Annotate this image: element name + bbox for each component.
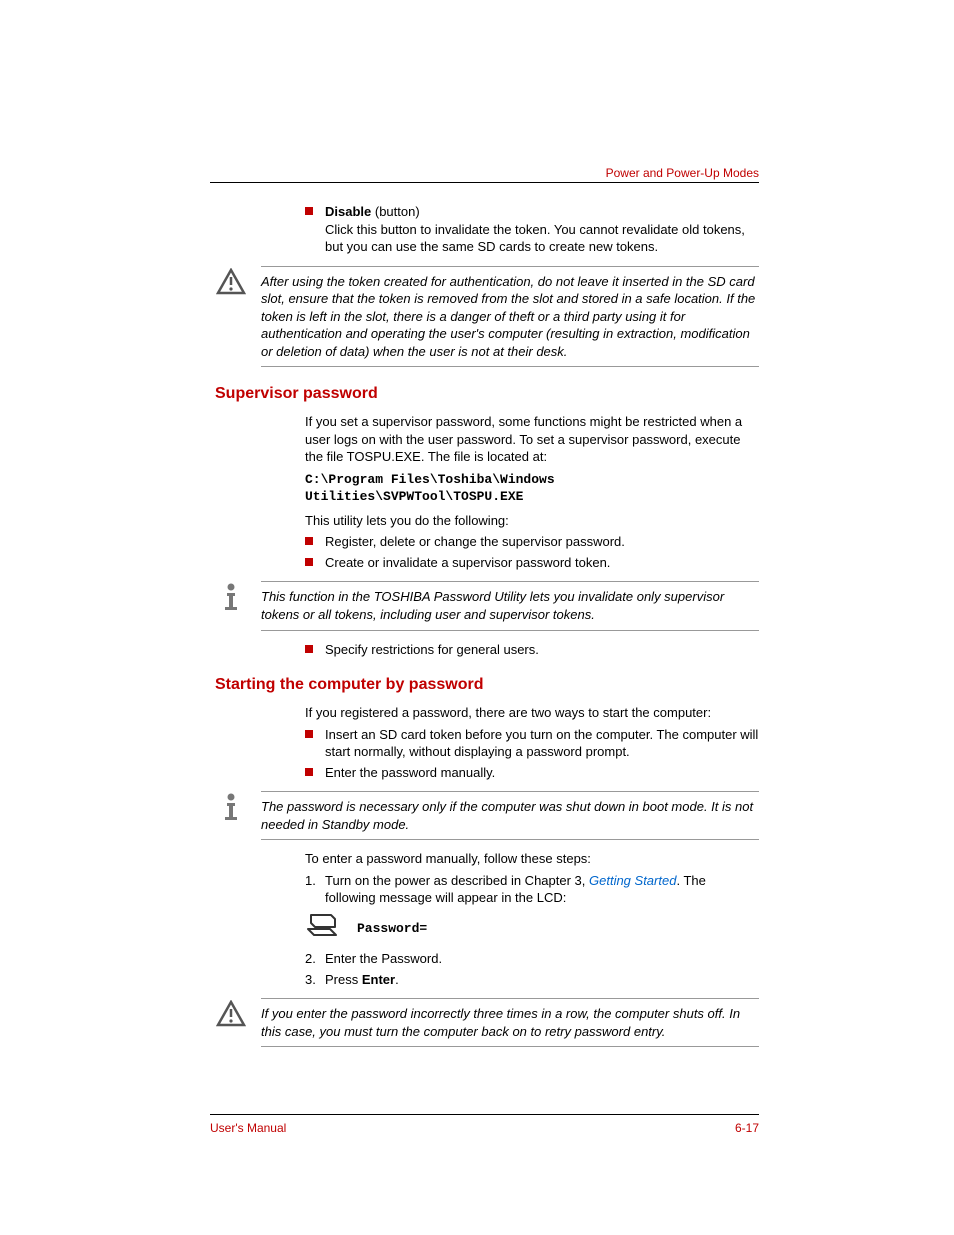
sup-bullet-2-text: Create or invalidate a supervisor passwo…	[325, 554, 610, 572]
info-1-text: This function in the TOSHIBA Password Ut…	[261, 581, 759, 630]
start-p2: To enter a password manually, follow the…	[305, 850, 759, 868]
supervisor-p2: This utility lets you do the following:	[305, 512, 759, 530]
sup-bullet-3: Specify restrictions for general users.	[305, 641, 759, 659]
square-bullet-icon	[305, 730, 313, 738]
info-2-text: The password is necessary only if the co…	[261, 791, 759, 840]
step-1-a: Turn on the power as described in Chapte…	[325, 873, 589, 888]
laptop-icon	[305, 913, 339, 944]
step-3-a: Press	[325, 972, 362, 987]
step-2: 2. Enter the Password.	[305, 950, 759, 968]
warning-box-2: If you enter the password incorrectly th…	[215, 998, 759, 1047]
sup-bullet-1-text: Register, delete or change the superviso…	[325, 533, 625, 551]
header-section-title: Power and Power-Up Modes	[606, 166, 759, 180]
warning-1-text: After using the token created for authen…	[261, 266, 759, 368]
header-rule	[210, 182, 759, 183]
footer-left: User's Manual	[210, 1121, 286, 1135]
step-3: 3. Press Enter.	[305, 971, 759, 989]
start-bullet-2-text: Enter the password manually.	[325, 764, 495, 782]
step-1: 1. Turn on the power as described in Cha…	[305, 872, 759, 907]
footer-right: 6-17	[735, 1121, 759, 1135]
heading-supervisor-password: Supervisor password	[215, 385, 759, 403]
step-2-num: 2.	[305, 950, 325, 968]
start-bullet-1: Insert an SD card token before you turn …	[305, 726, 759, 761]
step-3-num: 3.	[305, 971, 325, 989]
disable-label-bold: Disable	[325, 204, 371, 219]
square-bullet-icon	[305, 207, 313, 215]
start-bullet-1-text: Insert an SD card token before you turn …	[325, 726, 759, 761]
square-bullet-icon	[305, 645, 313, 653]
page-content: Disable (button) Click this button to in…	[260, 200, 759, 1057]
step-2-text: Enter the Password.	[325, 950, 442, 968]
password-prompt-text: Password=	[357, 921, 427, 936]
start-bullet-2: Enter the password manually.	[305, 764, 759, 782]
disable-label-rest: (button)	[371, 204, 419, 219]
supervisor-p1: If you set a supervisor password, some f…	[305, 413, 759, 466]
warning-box-1: After using the token created for authen…	[215, 266, 759, 368]
step-3-c: .	[395, 972, 399, 987]
start-p1: If you registered a password, there are …	[305, 704, 759, 722]
sup-bullet-1: Register, delete or change the superviso…	[305, 533, 759, 551]
square-bullet-icon	[305, 768, 313, 776]
heading-starting-computer: Starting the computer by password	[215, 676, 759, 694]
step-1-num: 1.	[305, 872, 325, 907]
warning-2-text: If you enter the password incorrectly th…	[261, 998, 759, 1047]
password-prompt-row: Password=	[305, 913, 759, 944]
info-box-1: This function in the TOSHIBA Password Ut…	[215, 581, 759, 630]
square-bullet-icon	[305, 537, 313, 545]
info-box-2: The password is necessary only if the co…	[215, 791, 759, 840]
disable-desc: Click this button to invalidate the toke…	[325, 221, 759, 256]
getting-started-link[interactable]: Getting Started	[589, 873, 676, 888]
sup-bullet-2: Create or invalidate a supervisor passwo…	[305, 554, 759, 572]
warning-icon	[215, 266, 247, 298]
sup-bullet-3-text: Specify restrictions for general users.	[325, 641, 539, 659]
disable-bullet-row: Disable (button) Click this button to in…	[305, 203, 759, 256]
step-3-b: Enter	[362, 972, 395, 987]
info-icon	[215, 791, 247, 823]
info-icon	[215, 581, 247, 613]
warning-icon	[215, 998, 247, 1030]
square-bullet-icon	[305, 558, 313, 566]
supervisor-path: C:\Program Files\Toshiba\Windows Utiliti…	[305, 472, 759, 506]
footer-rule	[210, 1114, 759, 1115]
